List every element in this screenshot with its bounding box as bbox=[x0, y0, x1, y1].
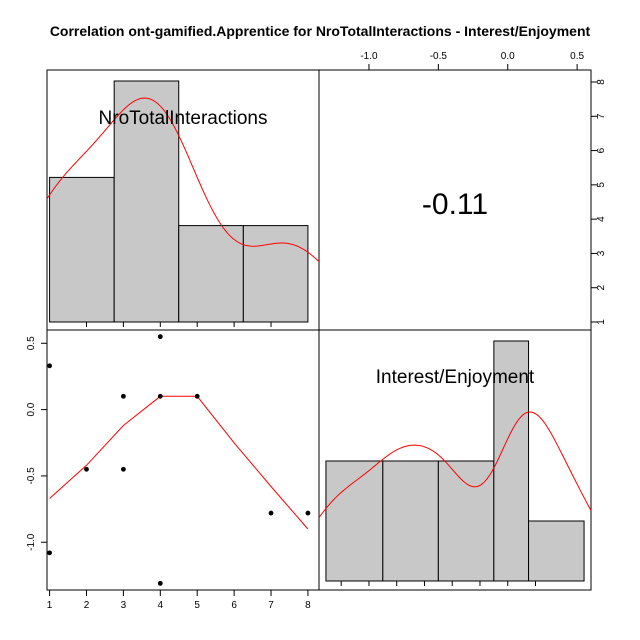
scatter-point bbox=[84, 466, 89, 472]
x-axis-tick-label: 8 bbox=[305, 600, 311, 611]
top-axis-tick-label: -1.0 bbox=[360, 51, 378, 62]
right-axis-tick-label: 8 bbox=[596, 79, 607, 85]
x-axis-tick-label: 3 bbox=[121, 600, 127, 611]
top-axis-tick-label: 0.0 bbox=[501, 51, 515, 62]
hist-x-bar bbox=[49, 176, 115, 323]
scatter-point bbox=[47, 550, 52, 556]
scatterplot-panel bbox=[47, 334, 311, 586]
scatter-point bbox=[194, 393, 200, 399]
y-axis-tick-label: 0.0 bbox=[26, 402, 37, 416]
x-axis-tick-label: 6 bbox=[231, 600, 237, 611]
hist-x-bar bbox=[178, 225, 244, 323]
scatter-point bbox=[120, 466, 126, 472]
scatter-point bbox=[47, 363, 52, 369]
y-axis-tick-label: -1.0 bbox=[26, 533, 37, 551]
right-axis-tick-label: 2 bbox=[596, 284, 607, 290]
panel-bottom-left-frame bbox=[46, 329, 320, 591]
right-axis-tick-label: 1 bbox=[596, 319, 607, 325]
hist-y-density-curve bbox=[318, 411, 592, 518]
scatter-point bbox=[120, 393, 126, 399]
hist-y-bar bbox=[382, 460, 439, 582]
histogram-nrototalinteractions bbox=[46, 80, 320, 327]
y-axis-tick-label: 0.5 bbox=[26, 336, 37, 350]
top-axis-tick-label: 0.5 bbox=[570, 51, 584, 62]
scatter-smooth-line bbox=[49, 395, 309, 530]
hist-x-bar bbox=[242, 225, 309, 323]
right-axis-tick-label: 5 bbox=[596, 182, 607, 188]
right-axis-tick-label: 7 bbox=[596, 113, 607, 119]
hist-y-bar bbox=[437, 460, 495, 582]
top-axis-tick-label: -0.5 bbox=[430, 51, 448, 62]
hist-y-bar bbox=[493, 340, 530, 582]
scatter-point bbox=[157, 334, 163, 340]
panel-bottom-right-frame bbox=[318, 329, 592, 591]
hist-x-density-curve bbox=[46, 97, 320, 262]
hist-y-bar bbox=[325, 460, 384, 582]
scatter-point bbox=[305, 510, 311, 516]
hist-x-bar bbox=[113, 80, 180, 323]
x-axis-tick-label: 7 bbox=[268, 600, 274, 611]
right-axis-tick-label: 4 bbox=[596, 216, 607, 222]
diag-label-nrototalinteractions: NroTotalInteractions bbox=[99, 108, 268, 129]
matrix-axes: 1 2 3 4 5 6 7 8 -1.0 -0.5 0.0 0.5 -1.0 -0.5 0.0 0.5 1 2 3 4… bbox=[26, 51, 607, 611]
scatter-point bbox=[157, 393, 163, 399]
x-axis-tick-label: 2 bbox=[84, 600, 90, 611]
right-axis-tick-label: 6 bbox=[596, 147, 607, 153]
scatter-point bbox=[157, 580, 163, 586]
hist-y-bar bbox=[528, 520, 585, 582]
x-axis-tick-label: 1 bbox=[47, 600, 53, 611]
scatter-point bbox=[268, 510, 274, 516]
correlation-value: -0.11 bbox=[422, 188, 488, 221]
right-axis-tick-label: 3 bbox=[596, 250, 607, 256]
y-axis-tick-label: -0.5 bbox=[26, 467, 37, 485]
chart-title: Correlation ont-gamified.Apprentice for … bbox=[50, 23, 591, 39]
x-axis-tick-label: 4 bbox=[158, 600, 164, 611]
x-axis-tick-label: 5 bbox=[194, 600, 200, 611]
histogram-interest-enjoyment bbox=[318, 340, 592, 586]
diag-label-interest-enjoyment: Interest/Enjoyment bbox=[376, 367, 535, 388]
